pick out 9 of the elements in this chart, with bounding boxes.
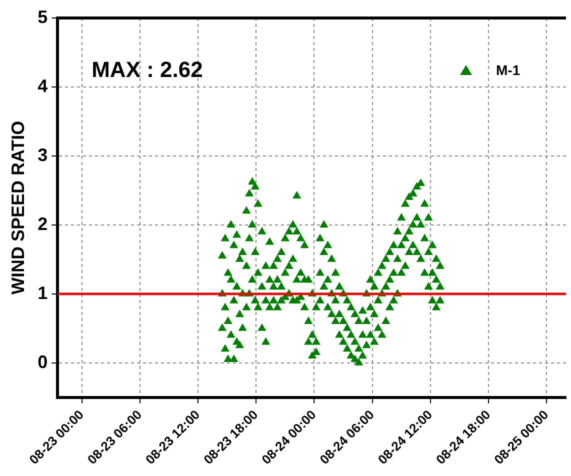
y-tick-label: 5 <box>38 6 48 27</box>
y-axis-title: WIND SPEED RATIO <box>8 120 28 295</box>
y-tick-label: 2 <box>38 214 48 234</box>
legend-label: M-1 <box>496 62 520 78</box>
y-tick-label: 4 <box>38 76 48 96</box>
y-tick-label: 0 <box>38 352 48 372</box>
annotation: MAX : 2.62 <box>92 57 203 82</box>
y-tick-label: 1 <box>38 282 48 303</box>
y-tick-label: 3 <box>38 144 48 165</box>
